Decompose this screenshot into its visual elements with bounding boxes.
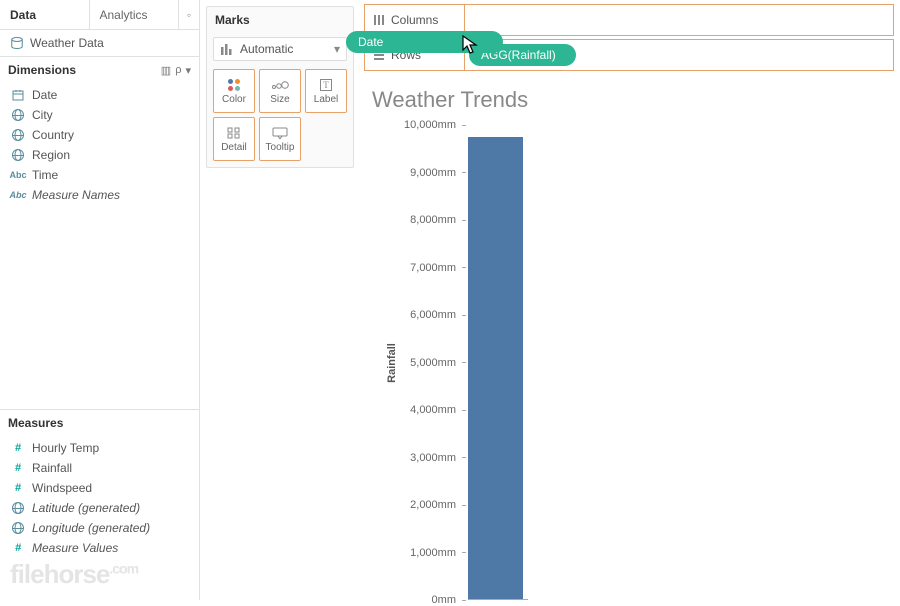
field-menu-icon[interactable]: ▾	[185, 64, 191, 77]
measure-windspeed[interactable]: #Windspeed	[0, 478, 199, 498]
hash-icon: #	[10, 442, 26, 454]
field-view-icon[interactable]: ▥	[161, 64, 171, 77]
color-icon	[228, 79, 240, 91]
plot-area: Rainfall 10,000mm9,000mm8,000mm7,000mm6,…	[368, 125, 892, 600]
field-search-icon[interactable]: ρ	[175, 64, 181, 77]
y-tick: 3,000mm	[392, 452, 466, 464]
measure-measure-values[interactable]: #Measure Values	[0, 538, 199, 558]
mark-color-label: Color	[222, 94, 246, 105]
y-tick: 9,000mm	[392, 167, 466, 179]
mark-label-button[interactable]: T Label	[305, 69, 347, 113]
measures-title: Measures	[8, 416, 63, 430]
dimensions-title: Dimensions	[8, 63, 76, 77]
size-icon	[271, 78, 289, 92]
abc-icon: Abc	[10, 170, 26, 180]
mark-size-button[interactable]: Size	[259, 69, 301, 113]
globe-icon	[10, 129, 26, 141]
tab-analytics[interactable]: Analytics	[90, 0, 180, 29]
y-tick: 6,000mm	[392, 309, 466, 321]
tab-data[interactable]: Data	[0, 0, 90, 29]
columns-shelf-label: Columns	[391, 13, 438, 27]
mark-size-label: Size	[270, 94, 289, 105]
measure-hourly-temp[interactable]: #Hourly Temp	[0, 438, 199, 458]
y-tick: 10,000mm	[392, 119, 466, 131]
automatic-icon	[220, 42, 234, 56]
columns-icon	[373, 14, 385, 26]
dimensions-list: DateCityCountryRegionAbcTimeAbcMeasure N…	[0, 83, 199, 207]
view-area: Columns Rows AGG(Rainfall) Weather Trend…	[360, 0, 900, 600]
viz-canvas: Weather Trends Rainfall 10,000mm9,000mm8…	[360, 71, 900, 600]
mark-tooltip-label: Tooltip	[266, 142, 295, 153]
y-tick: 5,000mm	[392, 357, 466, 369]
data-pane: Data Analytics ◦ Weather Data Dimensions…	[0, 0, 200, 600]
mark-type-label: Automatic	[240, 42, 293, 56]
dimension-time[interactable]: AbcTime	[0, 165, 199, 185]
hash-icon: #	[10, 462, 26, 474]
calendar-icon	[10, 89, 26, 101]
measure-rainfall[interactable]: #Rainfall	[0, 458, 199, 478]
rainfall-bar	[468, 137, 523, 599]
mark-tooltip-button[interactable]: Tooltip	[259, 117, 301, 161]
globe-icon	[10, 522, 26, 534]
y-tick: 7,000mm	[392, 262, 466, 274]
cursor-icon	[462, 35, 480, 55]
dimension-city[interactable]: City	[0, 105, 199, 125]
dimensions-header: Dimensions ▥ ρ ▾	[0, 57, 199, 83]
measure-latitude-generated-[interactable]: Latitude (generated)	[0, 498, 199, 518]
dimension-region[interactable]: Region	[0, 145, 199, 165]
marks-pane: Marks Automatic ▾ Color Size T Label	[200, 0, 360, 600]
label-icon: T	[317, 78, 335, 92]
y-tick: 8,000mm	[392, 214, 466, 226]
hash-icon: #	[10, 482, 26, 494]
marks-title: Marks	[207, 7, 353, 33]
y-tick: 1,000mm	[392, 547, 466, 559]
measure-longitude-generated-[interactable]: Longitude (generated)	[0, 518, 199, 538]
mark-detail-label: Detail	[221, 142, 247, 153]
y-tick: 0mm	[392, 594, 466, 606]
mark-detail-button[interactable]: Detail	[213, 117, 255, 161]
mark-color-button[interactable]: Color	[213, 69, 255, 113]
svg-text:T: T	[323, 80, 329, 90]
datasource-icon	[10, 36, 24, 50]
rows-shelf-body[interactable]: AGG(Rainfall)	[465, 44, 893, 66]
datasource-row[interactable]: Weather Data	[0, 30, 199, 57]
data-pane-tabs: Data Analytics ◦	[0, 0, 199, 30]
dimension-date[interactable]: Date	[0, 85, 199, 105]
tooltip-icon	[271, 126, 289, 140]
dimension-measure-names[interactable]: AbcMeasure Names	[0, 185, 199, 205]
hash-icon: #	[10, 542, 26, 554]
dimension-country[interactable]: Country	[0, 125, 199, 145]
datasource-label: Weather Data	[30, 36, 104, 50]
watermark: filehorse.com	[10, 559, 138, 590]
globe-icon	[10, 109, 26, 121]
mark-label-label: Label	[314, 94, 338, 105]
chevron-down-icon: ▾	[334, 42, 340, 56]
marks-card: Marks Automatic ▾ Color Size T Label	[206, 6, 354, 168]
detail-icon	[225, 126, 243, 140]
globe-icon	[10, 502, 26, 514]
mark-type-dropdown[interactable]: Automatic ▾	[213, 37, 347, 61]
measures-list: #Hourly Temp#Rainfall#WindspeedLatitude …	[0, 436, 199, 560]
y-tick: 2,000mm	[392, 499, 466, 511]
y-tick: 4,000mm	[392, 404, 466, 416]
globe-icon	[10, 149, 26, 161]
tab-menu-icon[interactable]: ◦	[179, 0, 199, 29]
measures-header: Measures	[0, 409, 199, 436]
abc-icon: Abc	[10, 190, 26, 200]
